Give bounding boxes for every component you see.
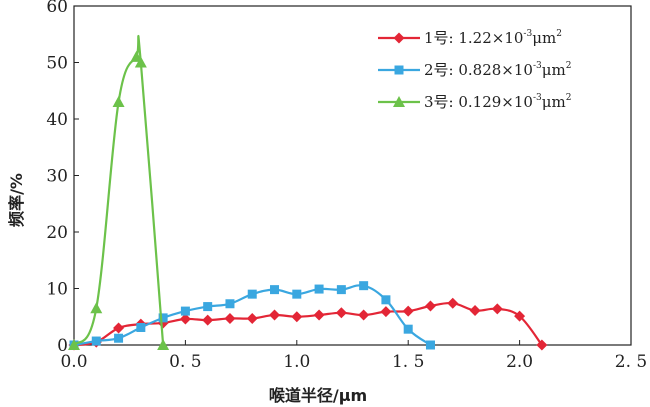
plot-frame [73, 5, 632, 346]
y-tick-label: 40 [46, 110, 68, 130]
series-1-point [246, 312, 258, 324]
series-1-point [358, 309, 370, 321]
plot-area [68, 34, 548, 351]
x-tick-label: 2. 5 [615, 352, 647, 372]
x-tick-label: 1. 5 [392, 352, 424, 372]
legend-swatch-marker [393, 96, 405, 107]
series-3-point [157, 339, 170, 350]
x-tick-label: 2.0 [506, 352, 533, 372]
series-1-point [424, 300, 436, 312]
series-1-point [469, 305, 481, 317]
series-2-point [247, 289, 257, 299]
legend-item-2: 2号: 0.828×10-3μm2 [378, 61, 571, 79]
series-2-point [158, 313, 168, 323]
series-1-point [402, 305, 414, 317]
series-1-point [291, 311, 303, 323]
series-2-point [314, 284, 324, 294]
legend-item-1: 1号: 1.22×10-3μm2 [378, 29, 562, 47]
legend-label: 2号: 0.828×10-3μm2 [424, 61, 571, 79]
series-2-point [336, 285, 346, 295]
x-tick-label: 1.0 [283, 352, 310, 372]
legend-swatch-marker [394, 65, 404, 75]
x-axis-title: 喉道半径/μm [269, 386, 367, 405]
y-tick-label: 60 [46, 0, 68, 17]
y-tick-label: 0 [57, 336, 68, 356]
series-2-point [114, 333, 124, 343]
series-1-point [491, 303, 503, 315]
tick-labels: 0.0 0. 5 1.0 1. 5 2.0 2. 5 0 10 20 30 40 50 60 [46, 0, 647, 372]
y-tick-label: 50 [46, 54, 68, 74]
axes [73, 5, 632, 346]
series-1-point [313, 309, 325, 321]
legend-label: 1号: 1.22×10-3μm2 [424, 29, 562, 47]
series-2-point [136, 322, 146, 332]
series-1-point [514, 310, 526, 322]
series-3-point [68, 339, 80, 350]
series-1-point [536, 339, 548, 351]
y-tick-label: 20 [46, 223, 68, 243]
series-2-point [225, 299, 235, 309]
series-2-point [270, 285, 280, 295]
series-2-point [203, 302, 213, 312]
series-1-point [113, 322, 125, 334]
y-tick-label: 10 [46, 280, 68, 300]
series-2-point [425, 340, 435, 350]
series-2-point [381, 295, 391, 305]
series-3-point [112, 96, 125, 108]
series-3-point [90, 302, 103, 314]
series-1-point [335, 307, 347, 319]
legend-item-3: 3号: 0.129×10-3μm2 [378, 93, 571, 111]
x-tick-label: 0.0 [60, 352, 87, 372]
series-3-point [130, 50, 143, 62]
series-1-point [447, 297, 459, 309]
series-1-point [380, 306, 392, 318]
series-1-point [269, 309, 281, 321]
series-2-point [403, 324, 413, 334]
series-3-line [73, 34, 165, 346]
series-2-point [91, 336, 101, 346]
x-tick-label: 0. 5 [169, 352, 201, 372]
series-2-point [292, 289, 302, 299]
series-2-point [359, 281, 369, 291]
series-2-point [180, 306, 190, 316]
y-tick-label: 30 [46, 167, 68, 187]
legend: 1号: 1.22×10-3μm2 2号: 0.828×10-3μm2 3号: 0.1… [378, 29, 571, 111]
legend-label: 3号: 0.129×10-3μm2 [424, 93, 571, 111]
series-1-point [202, 314, 214, 326]
series-1-point [224, 312, 236, 324]
y-axis-title: 频率/% [7, 173, 26, 227]
series-3 [68, 34, 170, 350]
series-3-point [134, 56, 147, 68]
series-1-point [179, 313, 191, 325]
legend-swatch-marker [393, 32, 405, 44]
